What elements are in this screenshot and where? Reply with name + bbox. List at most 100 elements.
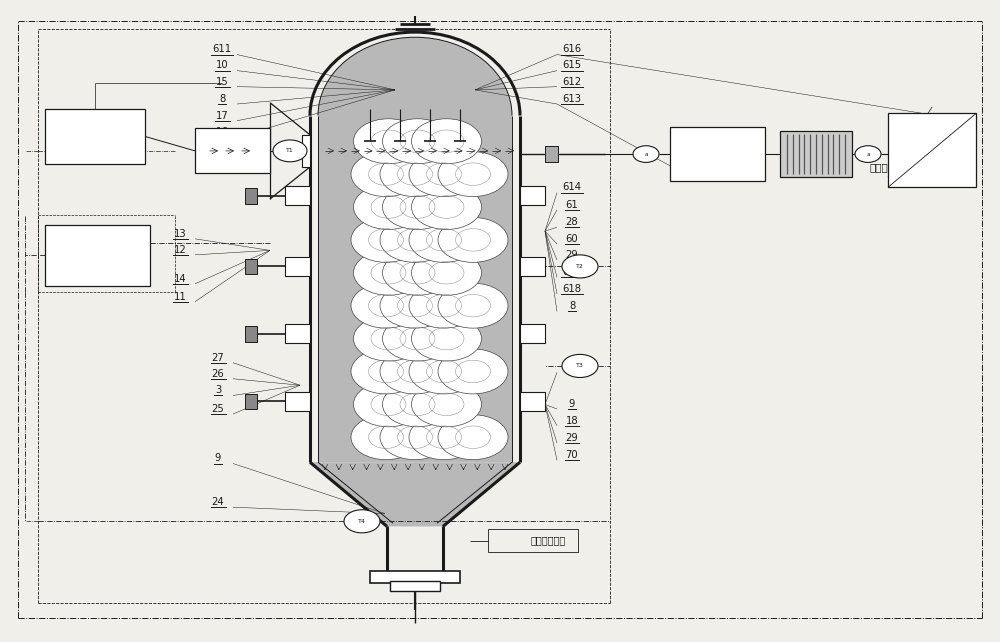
Text: 14: 14 bbox=[174, 273, 186, 284]
Circle shape bbox=[344, 510, 380, 533]
Circle shape bbox=[380, 152, 450, 196]
Text: T3: T3 bbox=[576, 363, 584, 369]
Circle shape bbox=[438, 218, 508, 263]
Circle shape bbox=[438, 283, 508, 328]
Bar bbox=[45, 225, 150, 286]
Circle shape bbox=[273, 140, 307, 162]
Text: 615: 615 bbox=[562, 60, 582, 71]
Circle shape bbox=[351, 415, 421, 460]
Circle shape bbox=[383, 184, 453, 229]
Circle shape bbox=[409, 152, 479, 196]
Text: 28: 28 bbox=[566, 217, 578, 227]
Circle shape bbox=[380, 218, 450, 263]
Bar bbox=[318, 116, 512, 462]
Bar bbox=[302, 135, 310, 167]
Text: 固体或液体竫: 固体或液体竫 bbox=[869, 162, 907, 172]
Circle shape bbox=[412, 119, 482, 164]
Text: 25: 25 bbox=[212, 404, 224, 414]
Text: 612: 612 bbox=[562, 76, 582, 87]
Text: 60: 60 bbox=[566, 234, 578, 244]
Circle shape bbox=[409, 283, 479, 328]
Circle shape bbox=[354, 119, 424, 164]
Bar bbox=[520, 324, 545, 343]
Text: 613: 613 bbox=[562, 94, 582, 104]
Bar bbox=[670, 127, 765, 182]
Circle shape bbox=[380, 283, 450, 328]
Text: T4: T4 bbox=[358, 519, 366, 524]
Circle shape bbox=[354, 184, 424, 229]
Circle shape bbox=[562, 255, 598, 278]
Text: 27: 27 bbox=[212, 352, 224, 363]
Text: 10: 10 bbox=[216, 60, 228, 71]
Bar bbox=[888, 114, 976, 187]
Circle shape bbox=[380, 349, 450, 394]
Bar bbox=[245, 188, 257, 204]
Bar bbox=[390, 581, 440, 591]
Circle shape bbox=[354, 316, 424, 361]
Text: T1: T1 bbox=[286, 148, 294, 153]
Ellipse shape bbox=[318, 37, 512, 194]
Text: 26: 26 bbox=[212, 369, 224, 379]
Bar bbox=[520, 186, 545, 205]
Circle shape bbox=[412, 250, 482, 295]
Text: a: a bbox=[644, 152, 648, 157]
Bar bbox=[245, 259, 257, 274]
Circle shape bbox=[412, 316, 482, 361]
Text: 18: 18 bbox=[566, 415, 578, 426]
Circle shape bbox=[562, 354, 598, 377]
Text: 618: 618 bbox=[562, 284, 582, 294]
Text: 61: 61 bbox=[566, 200, 578, 210]
Text: 12: 12 bbox=[174, 245, 186, 255]
Circle shape bbox=[438, 152, 508, 196]
Circle shape bbox=[351, 283, 421, 328]
Text: a: a bbox=[866, 152, 870, 157]
Bar bbox=[488, 529, 578, 552]
Circle shape bbox=[855, 146, 881, 162]
Bar bbox=[45, 109, 145, 164]
Circle shape bbox=[409, 415, 479, 460]
Bar bbox=[285, 186, 310, 205]
Bar bbox=[370, 571, 460, 583]
Text: 617: 617 bbox=[562, 267, 582, 277]
Text: 16: 16 bbox=[216, 127, 228, 137]
Circle shape bbox=[409, 218, 479, 263]
Text: 高温硫碳气体: 高温硫碳气体 bbox=[530, 535, 566, 546]
Circle shape bbox=[351, 152, 421, 196]
Text: 29: 29 bbox=[566, 250, 578, 260]
Text: 24: 24 bbox=[212, 497, 224, 507]
Bar bbox=[285, 324, 310, 343]
Circle shape bbox=[383, 119, 453, 164]
Text: 8: 8 bbox=[219, 94, 225, 104]
Circle shape bbox=[633, 146, 659, 162]
Circle shape bbox=[351, 218, 421, 263]
Bar bbox=[285, 392, 310, 411]
Text: 17: 17 bbox=[216, 110, 228, 121]
Bar bbox=[245, 326, 257, 342]
Circle shape bbox=[351, 349, 421, 394]
Text: 11: 11 bbox=[174, 291, 186, 302]
Bar bbox=[545, 146, 558, 162]
Circle shape bbox=[380, 415, 450, 460]
Bar bbox=[195, 128, 270, 173]
Bar bbox=[520, 392, 545, 411]
Text: 29: 29 bbox=[566, 433, 578, 443]
Circle shape bbox=[438, 415, 508, 460]
Circle shape bbox=[383, 250, 453, 295]
Circle shape bbox=[409, 349, 479, 394]
Bar bbox=[285, 257, 310, 276]
Text: T2: T2 bbox=[576, 264, 584, 269]
Text: 8: 8 bbox=[569, 301, 575, 311]
Text: 9: 9 bbox=[215, 453, 221, 464]
Bar bbox=[780, 131, 852, 177]
Text: 29: 29 bbox=[566, 362, 578, 372]
Circle shape bbox=[354, 250, 424, 295]
Text: 3: 3 bbox=[215, 385, 221, 395]
Bar bbox=[520, 257, 545, 276]
Circle shape bbox=[412, 382, 482, 427]
Text: 611: 611 bbox=[212, 44, 232, 55]
Circle shape bbox=[354, 382, 424, 427]
Circle shape bbox=[438, 349, 508, 394]
Circle shape bbox=[412, 184, 482, 229]
Text: 13: 13 bbox=[174, 229, 186, 239]
Text: 70: 70 bbox=[566, 450, 578, 460]
